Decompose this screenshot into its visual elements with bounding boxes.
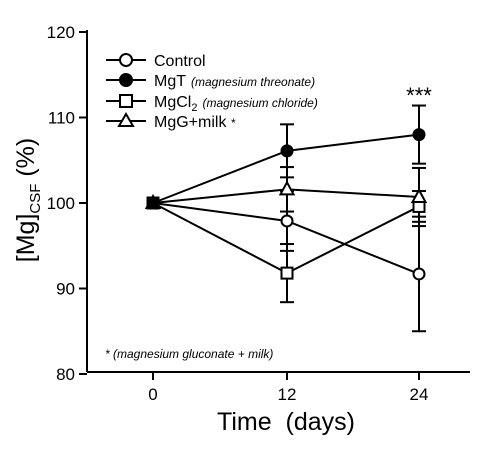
x-axis-title: Time (days) [217, 408, 355, 436]
legend-marker-mgg-milk [117, 112, 135, 127]
legend-name-mgcl2-sub: 2 [191, 102, 197, 114]
legend-note-mgt: (magnesium threonate) [191, 75, 315, 89]
y-axis-title: [Mg]CSF (%) [12, 138, 44, 262]
x-tick-label-24: 24 [410, 385, 429, 404]
y-tick-label-100: 100 [47, 194, 75, 213]
point-mgg-milk-24 [410, 187, 428, 204]
start-point-overlap [146, 196, 160, 210]
y-tick-label-90: 90 [56, 280, 75, 299]
footnote: * (magnesium gluconate + milk) [105, 347, 273, 361]
y-tick-label-120: 120 [47, 23, 75, 42]
y-axis-title-main: [Mg] [12, 214, 40, 263]
axes: 80 90 100 110 120 0 12 24 [47, 23, 470, 404]
y-tick-label-80: 80 [56, 365, 75, 384]
legend-label-control: Control [154, 53, 206, 70]
legend: Control MgT (magnesium threonate) MgCl2 (m… [106, 53, 318, 131]
legend-item-mgcl2: MgCl2 (magnesium chloride) [106, 94, 318, 114]
y-ticks: 80 90 100 110 120 [47, 23, 87, 384]
legend-label-mgcl2: MgCl2 (magnesium chloride) [154, 94, 318, 114]
legend-item-mgg-milk: MgG+milk * [106, 112, 235, 131]
point-control-12 [280, 214, 294, 228]
legend-note-mgg-milk: * [230, 116, 235, 130]
x-tick-label-0: 0 [148, 385, 157, 404]
legend-marker-mgcl2 [119, 94, 133, 108]
significance-annotation: *** [406, 83, 432, 108]
point-mgg-milk-12 [278, 180, 296, 196]
legend-item-control: Control [106, 53, 206, 70]
legend-note-mgcl2: (magnesium chloride) [202, 96, 317, 110]
legend-item-mgt: MgT (magnesium threonate) [106, 73, 315, 90]
legend-label-mgt: MgT (magnesium threonate) [154, 73, 315, 90]
legend-label-mgg-milk: MgG+milk * [154, 114, 235, 131]
legend-name-mgcl2: MgCl [154, 94, 191, 111]
plot-area [144, 104, 428, 333]
legend-name-mgt: MgT [154, 73, 186, 90]
point-mgt-12 [280, 144, 294, 158]
legend-marker-mgt [119, 73, 133, 87]
legend-name-mgg-milk: MgG+milk [154, 114, 227, 131]
point-mgt-24 [412, 128, 426, 142]
legend-marker-control [119, 53, 133, 67]
point-mgcl2-12 [280, 266, 294, 280]
y-tick-label-110: 110 [48, 109, 75, 128]
point-control-24 [412, 267, 426, 281]
x-ticks: 0 12 24 [148, 372, 428, 404]
y-axis-title-unit: (%) [12, 138, 40, 184]
x-tick-label-12: 12 [278, 385, 297, 404]
y-axis-title-sub: CSF [27, 184, 44, 214]
